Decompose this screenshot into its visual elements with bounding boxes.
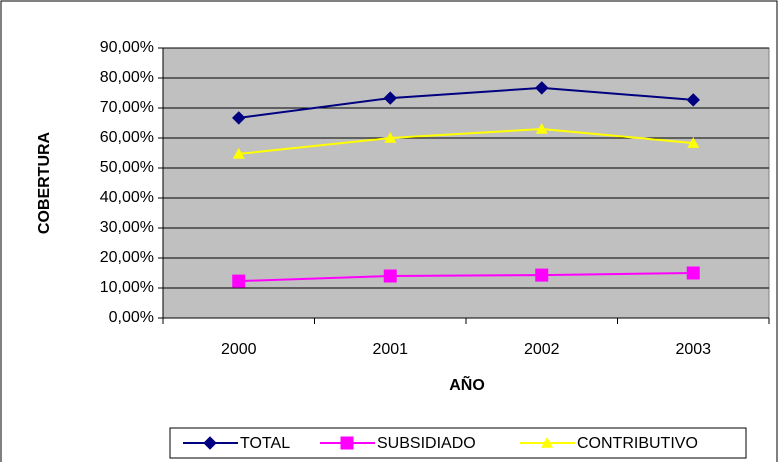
legend-label: TOTAL [240,435,290,452]
data-point [384,132,397,143]
y-axis-title: COBERTURA [36,131,53,234]
x-tick-label: 2002 [524,341,560,358]
y-tick-label: 90,00% [100,39,154,56]
series-line [238,272,694,283]
y-tick-label: 70,00% [100,99,154,116]
data-point [686,266,700,280]
x-tick-label: 2001 [372,341,408,358]
x-axis-title: AÑO [449,374,485,394]
y-tick-label: 30,00% [100,219,154,236]
legend-label: SUBSIDIADO [377,435,476,452]
y-tick-label: 50,00% [100,159,154,176]
y-tick-label: 20,00% [100,249,154,266]
data-point [232,111,246,125]
legend-marker [541,437,553,448]
legend-marker [203,436,217,450]
legend [169,427,747,459]
x-tick-label: 2000 [221,341,257,358]
legend-label: CONTRIBUTIVO [577,435,698,452]
data-point [686,93,700,107]
y-tick-label: 10,00% [100,279,154,296]
plot-area [162,47,770,319]
y-tick-label: 60,00% [100,129,154,146]
x-tick-label: 2003 [675,341,711,358]
data-point [535,268,549,282]
y-tick-label: 80,00% [100,69,154,86]
data-point [535,123,548,134]
data-point [232,274,246,288]
series-line [238,127,694,155]
data-point [687,137,700,148]
data-point [535,81,549,95]
y-tick-label: 0,00% [109,309,154,326]
data-point [383,269,397,283]
y-tick-label: 40,00% [100,189,154,206]
legend-marker [340,436,354,450]
series-line [238,86,694,119]
data-point [383,91,397,105]
data-point [232,147,245,159]
